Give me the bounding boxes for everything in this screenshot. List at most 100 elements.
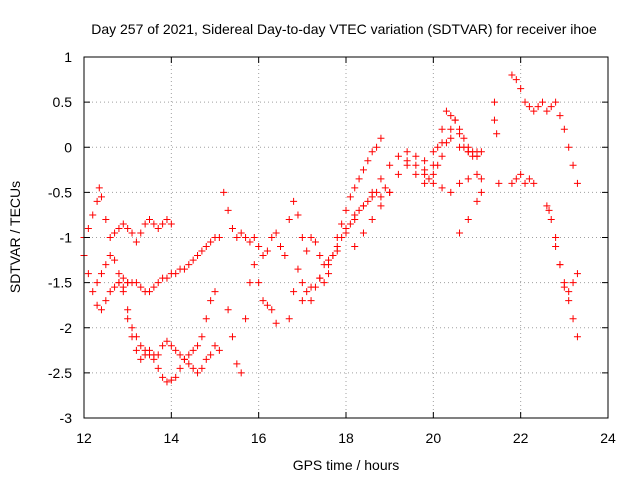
data-point <box>115 270 123 278</box>
data-point <box>137 229 145 237</box>
data-point <box>495 179 503 187</box>
data-point <box>412 161 420 169</box>
data-point <box>172 270 180 278</box>
data-point <box>150 351 158 359</box>
data-point <box>368 188 376 196</box>
data-point <box>565 288 573 296</box>
y-tick-label: -0.5 <box>48 184 72 200</box>
data-point <box>573 179 581 187</box>
data-point <box>351 215 359 223</box>
data-point <box>368 215 376 223</box>
data-point <box>102 297 110 305</box>
data-point <box>294 265 302 273</box>
data-point <box>97 193 105 201</box>
data-point <box>207 297 215 305</box>
series-track-18 <box>547 215 581 341</box>
data-point <box>447 125 455 133</box>
data-point <box>473 197 481 205</box>
data-point <box>316 274 324 282</box>
data-point <box>128 333 136 341</box>
data-point <box>377 193 385 201</box>
series-track-7 <box>224 261 280 377</box>
data-point <box>115 224 123 232</box>
data-point <box>137 355 145 363</box>
series-track-17 <box>534 98 581 187</box>
data-point <box>119 220 127 228</box>
series-track-1 <box>80 184 175 246</box>
data-point <box>233 360 241 368</box>
series-track-8 <box>285 134 385 323</box>
data-point <box>185 351 193 359</box>
data-point <box>154 279 162 287</box>
data-point <box>163 215 171 223</box>
data-point <box>303 247 311 255</box>
data-point <box>565 297 573 305</box>
data-point <box>569 279 577 287</box>
data-point <box>394 152 402 160</box>
data-point <box>556 112 564 120</box>
x-axis-label: GPS time / hours <box>293 457 400 473</box>
data-point <box>447 112 455 120</box>
x-tick-label: 20 <box>426 430 442 446</box>
data-point <box>521 98 529 106</box>
data-point <box>84 270 92 278</box>
data-point <box>202 315 210 323</box>
data-point <box>272 319 280 327</box>
data-point <box>351 184 359 192</box>
series-track-10 <box>298 134 481 305</box>
data-point <box>403 161 411 169</box>
data-point <box>242 315 250 323</box>
data-point <box>460 134 468 142</box>
y-tick-label: 1 <box>64 49 72 65</box>
data-point <box>137 342 145 350</box>
data-point <box>338 220 346 228</box>
data-point <box>198 364 206 372</box>
data-point <box>434 143 442 151</box>
y-axis-label: SDTVAR / TECUs <box>7 181 23 293</box>
data-point <box>543 202 551 210</box>
data-point <box>298 279 306 287</box>
data-point <box>290 288 298 296</box>
data-point <box>512 175 520 183</box>
data-point <box>294 211 302 219</box>
data-point <box>517 85 525 93</box>
data-point <box>102 215 110 223</box>
y-tick-label: -1 <box>60 230 73 246</box>
data-point <box>97 270 105 278</box>
data-point <box>490 116 498 124</box>
data-point <box>412 170 420 178</box>
data-point <box>320 279 328 287</box>
data-point <box>530 179 538 187</box>
data-point <box>333 247 341 255</box>
data-point <box>159 220 167 228</box>
data-point <box>368 148 376 156</box>
data-point <box>429 170 437 178</box>
data-point <box>215 234 223 241</box>
data-point <box>159 373 167 381</box>
data-point <box>202 243 210 251</box>
data-point <box>259 297 267 305</box>
data-point <box>106 252 114 260</box>
data-point <box>438 125 446 133</box>
data-point <box>381 184 389 192</box>
data-point <box>547 215 555 223</box>
data-point <box>106 288 114 296</box>
data-point <box>189 256 197 264</box>
data-point <box>307 297 315 305</box>
data-point <box>346 193 354 201</box>
data-point <box>285 315 293 323</box>
data-point <box>429 148 437 156</box>
y-tick-label: -1.5 <box>48 275 72 291</box>
data-point <box>473 152 481 160</box>
data-point <box>394 170 402 178</box>
x-tick-label: 22 <box>513 430 529 446</box>
data-point <box>202 355 210 363</box>
data-point <box>119 274 127 282</box>
series-track-4 <box>93 252 223 377</box>
y-tick-label: -2 <box>60 320 73 336</box>
data-point <box>569 161 577 169</box>
data-point <box>451 116 459 124</box>
x-tick-label: 16 <box>251 430 267 446</box>
data-point <box>560 125 568 133</box>
data-point <box>89 288 97 296</box>
